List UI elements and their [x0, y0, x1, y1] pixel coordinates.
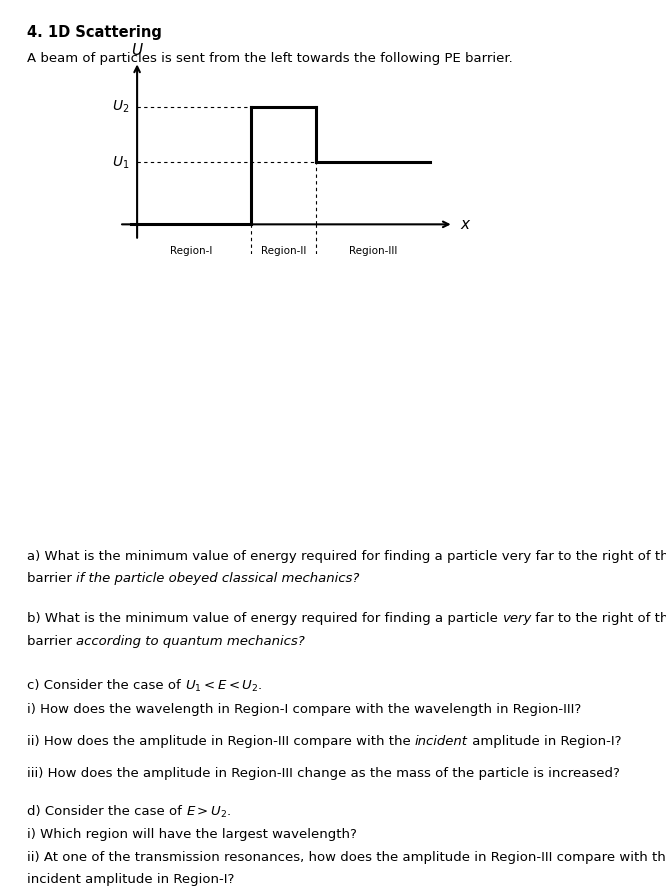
Text: Region-III: Region-III	[349, 246, 397, 255]
Text: very: very	[501, 612, 531, 626]
Text: iii) How does the amplitude in Region-III change as the mass of the particle is : iii) How does the amplitude in Region-II…	[27, 767, 619, 781]
Text: Region-II: Region-II	[260, 246, 306, 255]
Text: incident: incident	[415, 735, 468, 748]
Text: if the particle obeyed classical mechanics?: if the particle obeyed classical mechani…	[76, 572, 359, 586]
Text: $U$: $U$	[131, 43, 144, 58]
Text: 4. 1D Scattering: 4. 1D Scattering	[27, 25, 162, 40]
Text: ii) At one of the transmission resonances, how does the amplitude in Region-III : ii) At one of the transmission resonance…	[27, 851, 666, 864]
Text: amplitude in Region-I?: amplitude in Region-I?	[468, 735, 621, 748]
Text: far to the right of the: far to the right of the	[531, 612, 666, 626]
Text: .: .	[258, 679, 262, 692]
Text: b) What is the minimum value of energy required for finding a particle: b) What is the minimum value of energy r…	[27, 612, 501, 626]
Text: $U_1$: $U_1$	[113, 154, 130, 171]
Text: barrier: barrier	[27, 572, 76, 586]
Text: according to quantum mechanics?: according to quantum mechanics?	[76, 635, 304, 648]
Text: d) Consider the case of: d) Consider the case of	[27, 805, 186, 818]
Text: i) How does the wavelength in Region-I compare with the wavelength in Region-III: i) How does the wavelength in Region-I c…	[27, 703, 581, 716]
Text: i) Which region will have the largest wavelength?: i) Which region will have the largest wa…	[27, 828, 356, 841]
Text: $E > U_2$: $E > U_2$	[186, 805, 227, 820]
Text: a) What is the minimum value of energy required for finding a particle very far : a) What is the minimum value of energy r…	[27, 550, 666, 563]
Text: $x$: $x$	[460, 217, 471, 232]
Text: .: .	[227, 805, 231, 818]
Text: Region-I: Region-I	[170, 246, 212, 255]
Text: $U_2$: $U_2$	[113, 99, 130, 116]
Text: barrier: barrier	[27, 635, 76, 648]
Text: ii) How does the amplitude in Region-III compare with the: ii) How does the amplitude in Region-III…	[27, 735, 415, 748]
Text: A beam of particles is sent from the left towards the following PE barrier.: A beam of particles is sent from the lef…	[27, 52, 512, 65]
Text: $U_1 < E < U_2$: $U_1 < E < U_2$	[184, 679, 258, 694]
Text: c) Consider the case of: c) Consider the case of	[27, 679, 184, 692]
Text: incident amplitude in Region-I?: incident amplitude in Region-I?	[27, 873, 234, 886]
